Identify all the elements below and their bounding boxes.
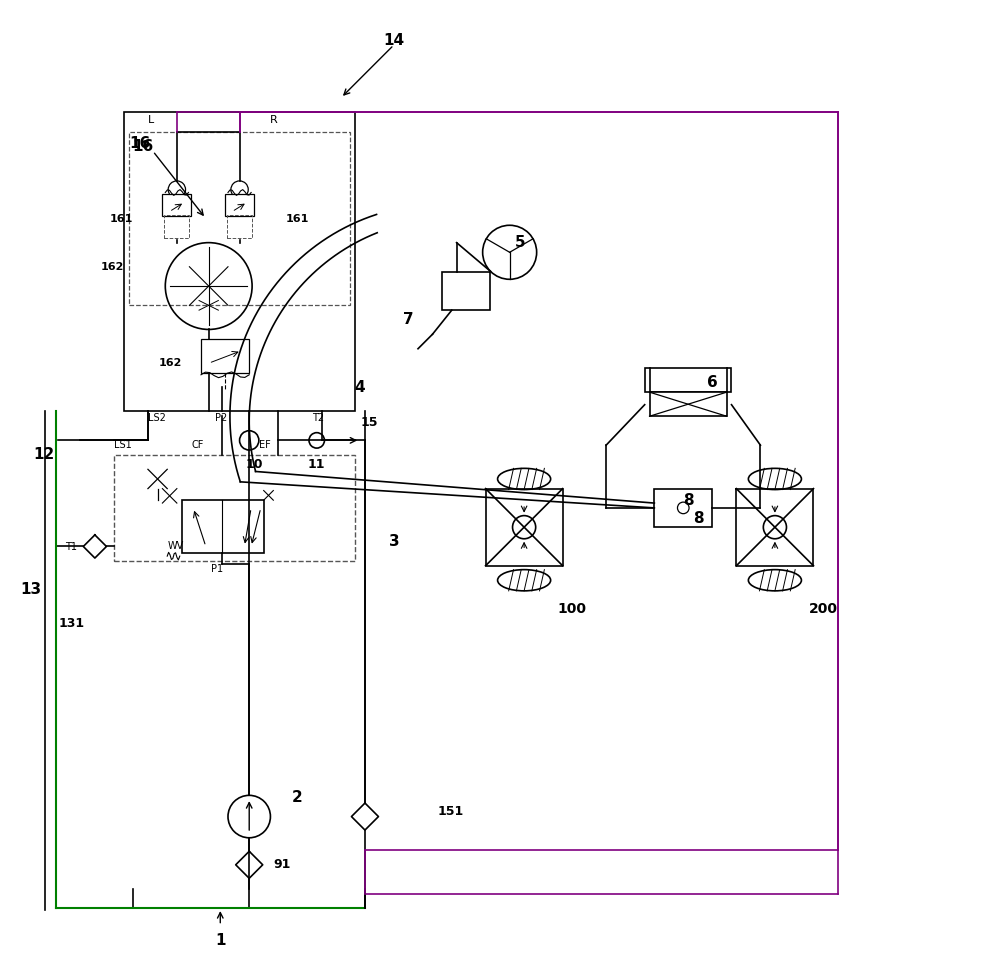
Bar	[182, 500, 264, 554]
Text: T1: T1	[66, 543, 78, 553]
Text: 8: 8	[693, 511, 704, 526]
Text: 16: 16	[132, 139, 154, 154]
Text: WV: WV	[167, 541, 183, 552]
Text: EF: EF	[259, 440, 271, 450]
Text: 151: 151	[437, 806, 464, 818]
Text: 10: 10	[245, 458, 263, 470]
Text: 2: 2	[292, 790, 303, 805]
Text: 161: 161	[110, 213, 133, 223]
Bar	[442, 271, 490, 310]
Bar	[114, 455, 355, 561]
Bar	[201, 339, 249, 373]
Text: 162: 162	[100, 262, 124, 271]
Text: P1: P1	[211, 564, 223, 574]
Circle shape	[763, 516, 786, 539]
Bar	[164, 214, 189, 238]
Text: 3: 3	[389, 534, 399, 549]
Text: LS1: LS1	[114, 440, 132, 450]
Text: T2: T2	[312, 413, 324, 423]
Text: R: R	[269, 115, 277, 126]
Bar	[162, 194, 191, 215]
Text: 7: 7	[403, 312, 413, 327]
Bar	[645, 368, 731, 392]
Text: 13: 13	[21, 582, 42, 597]
Text: 131: 131	[58, 617, 84, 630]
Text: 16: 16	[130, 136, 151, 151]
Text: 14: 14	[383, 33, 404, 47]
Text: L: L	[148, 115, 154, 126]
Circle shape	[513, 516, 536, 539]
Text: 6: 6	[707, 375, 718, 390]
Circle shape	[677, 502, 689, 514]
Bar	[654, 489, 712, 527]
Bar	[124, 112, 355, 412]
Text: LS2: LS2	[148, 413, 166, 423]
Bar	[129, 131, 350, 305]
Bar	[227, 214, 252, 238]
Text: 162: 162	[158, 358, 182, 368]
Text: 12: 12	[33, 447, 54, 463]
Text: 11: 11	[308, 458, 325, 470]
Text: 8: 8	[683, 493, 694, 508]
Text: 91: 91	[273, 859, 291, 871]
Text: CF: CF	[191, 440, 204, 450]
Text: 1: 1	[215, 933, 226, 949]
Text: 4: 4	[354, 380, 365, 395]
Text: 100: 100	[558, 602, 587, 616]
Bar	[650, 392, 727, 416]
Text: 200: 200	[809, 602, 838, 616]
Text: 5: 5	[514, 236, 525, 250]
Text: 161: 161	[286, 213, 309, 223]
Bar	[225, 194, 254, 215]
Text: 15: 15	[360, 416, 378, 429]
Text: P2: P2	[215, 413, 228, 423]
